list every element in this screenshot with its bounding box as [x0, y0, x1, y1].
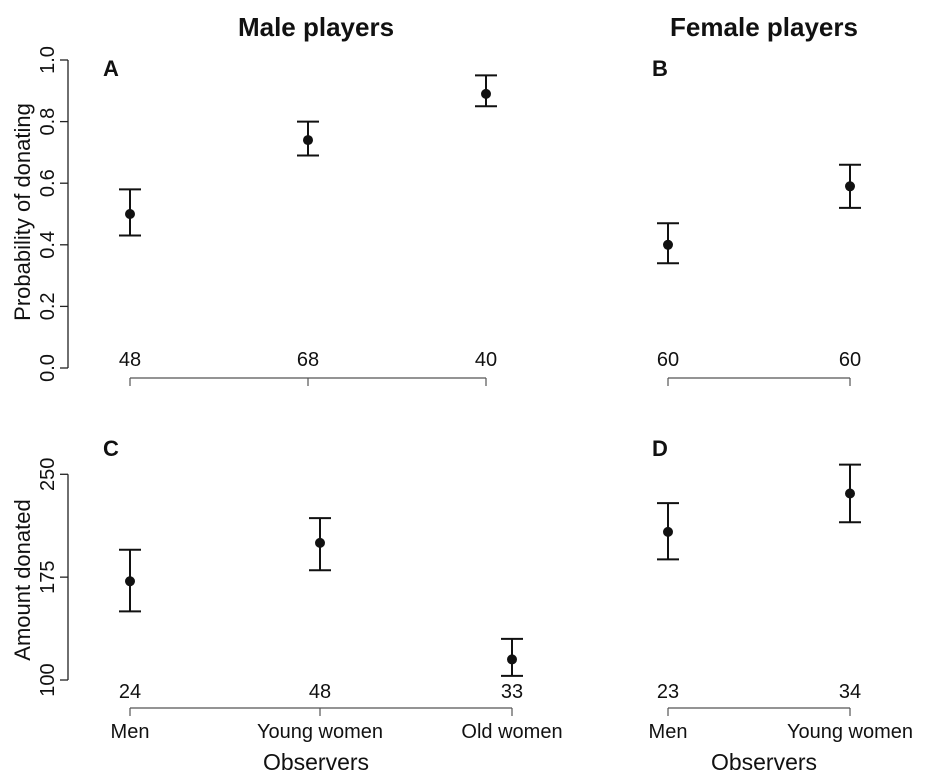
data-point	[845, 181, 855, 192]
panel-c: C 100 175 250 24 48 33	[37, 436, 523, 716]
y-tick-label: 0.4	[37, 231, 59, 259]
y-tick-label: 0.2	[37, 292, 59, 320]
sample-size-label: 48	[119, 349, 141, 371]
data-point	[125, 576, 135, 587]
sample-size-label: 48	[309, 681, 331, 703]
sample-size-label: 24	[119, 681, 141, 703]
panel-b: B 60 60	[652, 56, 861, 386]
sample-size-label: 60	[657, 349, 679, 371]
y-tick-label: 0.0	[37, 354, 59, 382]
y-tick-label: 100	[37, 663, 59, 696]
sample-size-label: 23	[657, 681, 679, 703]
x-tick-label: Young women	[787, 721, 913, 743]
data-point	[315, 537, 325, 548]
x-tick-label: Men	[111, 721, 150, 743]
y-tick-label: 0.8	[37, 108, 59, 136]
data-point	[303, 135, 313, 146]
x-tick-label: Young women	[257, 721, 383, 743]
panel-letter: B	[652, 56, 668, 81]
sample-size-label: 60	[839, 349, 861, 371]
sample-size-label: 33	[501, 681, 523, 703]
panel-letter: C	[103, 436, 119, 461]
data-point	[481, 88, 491, 99]
x-axis-label-observers-right: Observers	[711, 749, 817, 774]
x-axis-label-observers-left: Observers	[263, 749, 369, 774]
y-axis-label-probability: Probability of donating	[10, 103, 35, 321]
data-point	[507, 654, 517, 665]
x-tick-label: Old women	[461, 721, 562, 743]
sample-size-label: 68	[297, 349, 319, 371]
y-tick-label: 1.0	[37, 46, 59, 74]
data-point	[663, 239, 673, 250]
sample-size-label: 40	[475, 349, 497, 371]
data-point	[663, 526, 673, 537]
panel-a: A 0.0 0.2 0.4 0.6 0.8 1.0 48 68 40	[37, 46, 497, 386]
y-tick-label: 175	[37, 560, 59, 593]
panels: A 0.0 0.2 0.4 0.6 0.8 1.0 48 68 40 B 60 60 C 100 175 250…	[37, 46, 861, 716]
title-male-players: Male players	[238, 12, 394, 42]
data-point	[845, 488, 855, 499]
y-tick-label: 0.6	[37, 169, 59, 197]
data-point	[125, 209, 135, 219]
panel-letter: D	[652, 436, 668, 461]
x-tick-label: Men	[649, 721, 688, 743]
y-axis-label-amount: Amount donated	[10, 499, 35, 660]
sample-size-label: 34	[839, 681, 861, 703]
panel-d: D 23 34	[652, 436, 861, 716]
title-female-players: Female players	[670, 12, 858, 42]
panel-letter: A	[103, 56, 119, 81]
y-tick-label: 250	[37, 458, 59, 491]
